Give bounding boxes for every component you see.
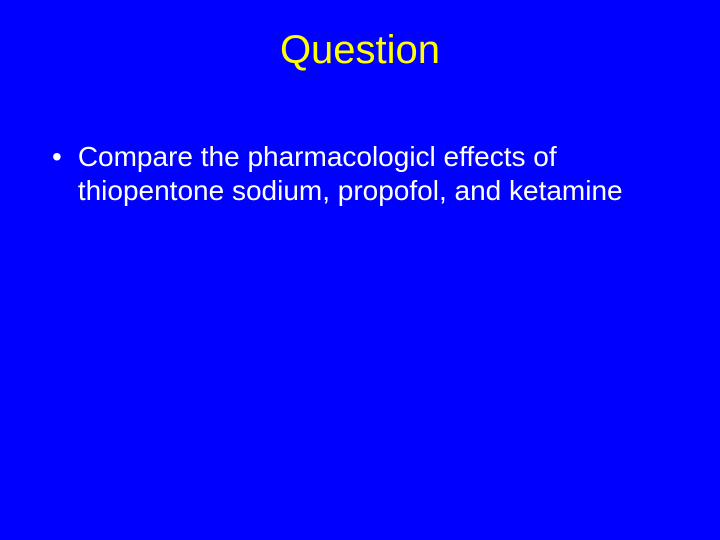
slide-title: Question (0, 28, 720, 73)
bullet-item: • Compare the pharmacologicl effects of … (52, 140, 668, 207)
bullet-text: Compare the pharmacologicl effects of th… (78, 140, 668, 207)
bullet-marker: • (52, 140, 62, 174)
